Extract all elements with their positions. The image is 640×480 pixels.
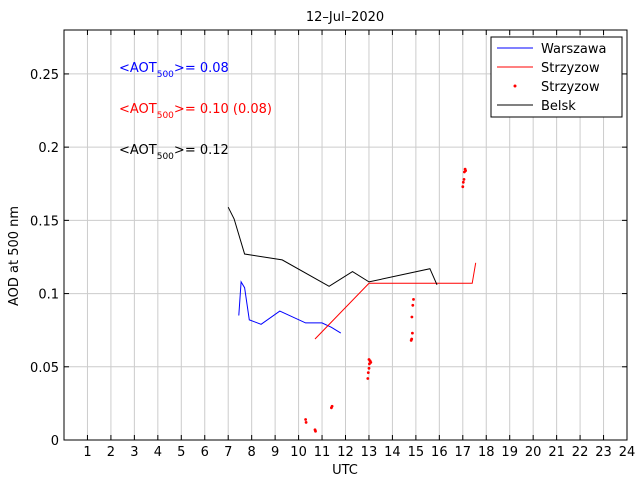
x-tick-label: 12	[337, 445, 354, 460]
data-point-strzyzow	[411, 303, 415, 307]
x-tick-label: 19	[501, 445, 518, 460]
series-line-belsk	[227, 206, 438, 287]
data-point-strzyzow	[314, 429, 317, 433]
x-tick-label: 6	[201, 445, 209, 460]
x-tick-label: 3	[130, 445, 138, 460]
data-point-strzyzow	[410, 337, 414, 341]
data-point-strzyzow	[462, 178, 466, 181]
y-tick-label: 0.05	[30, 361, 59, 376]
x-tick-label: 2	[107, 445, 115, 460]
mean-aot-annotation: <AOT500>= 0.08	[119, 61, 229, 80]
y-tick-label: 0.2	[38, 141, 59, 156]
x-tick-label: 7	[224, 445, 232, 460]
x-tick-label: 24	[619, 445, 636, 460]
y-tick-label: 0	[51, 434, 59, 449]
x-tick-label: 21	[548, 445, 565, 460]
mean-aot-annotation: <AOT500>= 0.10 (0.08)	[119, 102, 272, 121]
x-tick-label: 8	[248, 445, 256, 460]
x-tick-label: 13	[361, 445, 378, 460]
series-layer	[227, 167, 477, 433]
data-point-strzyzow	[461, 180, 465, 184]
legend-point-swatch	[513, 84, 517, 88]
chart-title: 12–Jul–2020	[306, 10, 384, 25]
x-tick-label: 11	[314, 445, 331, 460]
data-point-strzyzow	[304, 421, 308, 424]
x-tick-label: 14	[384, 445, 401, 460]
axis-ticks: 1 2 3 4 5 6 7 8 9 10 11 12 13 14 15 16 17 18 19 20 21 22 23 240…	[30, 30, 635, 460]
x-tick-label: 10	[290, 445, 307, 460]
data-point-strzyzow	[410, 315, 414, 319]
x-tick-label: 4	[154, 445, 162, 460]
y-tick-label: 0.1	[38, 288, 59, 303]
x-axis-label: UTC	[332, 463, 358, 478]
data-point-strzyzow	[464, 169, 467, 173]
data-point-strzyzow	[304, 418, 307, 421]
legend-label: Strzyzow	[541, 61, 600, 76]
series-line-strzyzow	[314, 262, 477, 340]
y-tick-label: 0.25	[30, 68, 59, 83]
x-tick-label: 16	[431, 445, 448, 460]
x-tick-label: 17	[455, 445, 472, 460]
x-tick-label: 15	[408, 445, 425, 460]
mean-aot-annotation: <AOT500>= 0.12	[119, 143, 229, 162]
data-point-strzyzow	[411, 331, 414, 335]
data-point-strzyzow	[366, 377, 370, 380]
x-tick-label: 23	[595, 445, 612, 460]
x-tick-label: 5	[177, 445, 185, 460]
data-point-strzyzow	[369, 361, 373, 364]
data-point-strzyzow	[367, 358, 371, 361]
data-point-strzyzow	[412, 298, 415, 301]
series-line-warszawa	[238, 280, 342, 334]
legend-label: Belsk	[541, 99, 576, 114]
data-point-strzyzow	[461, 185, 465, 189]
data-point-strzyzow	[366, 371, 370, 374]
y-tick-label: 0.15	[30, 214, 59, 229]
annotations: <AOT500>= 0.08 <AOT500>= 0.10 (0.08) <AOT5…	[119, 61, 272, 162]
x-tick-label: 1	[83, 445, 91, 460]
legend: Warszawa Strzyzow Strzyzow Belsk	[490, 36, 623, 118]
x-tick-label: 18	[478, 445, 495, 460]
legend-label: Warszawa	[541, 42, 607, 57]
data-point-strzyzow	[330, 404, 334, 408]
x-tick-label: 22	[572, 445, 589, 460]
x-tick-label: 9	[271, 445, 279, 460]
data-point-strzyzow	[367, 366, 371, 370]
legend-label: Strzyzow	[541, 80, 600, 95]
y-axis-label: AOD at 500 nm	[7, 206, 22, 306]
x-tick-label: 20	[525, 445, 542, 460]
legend-box	[490, 36, 623, 118]
